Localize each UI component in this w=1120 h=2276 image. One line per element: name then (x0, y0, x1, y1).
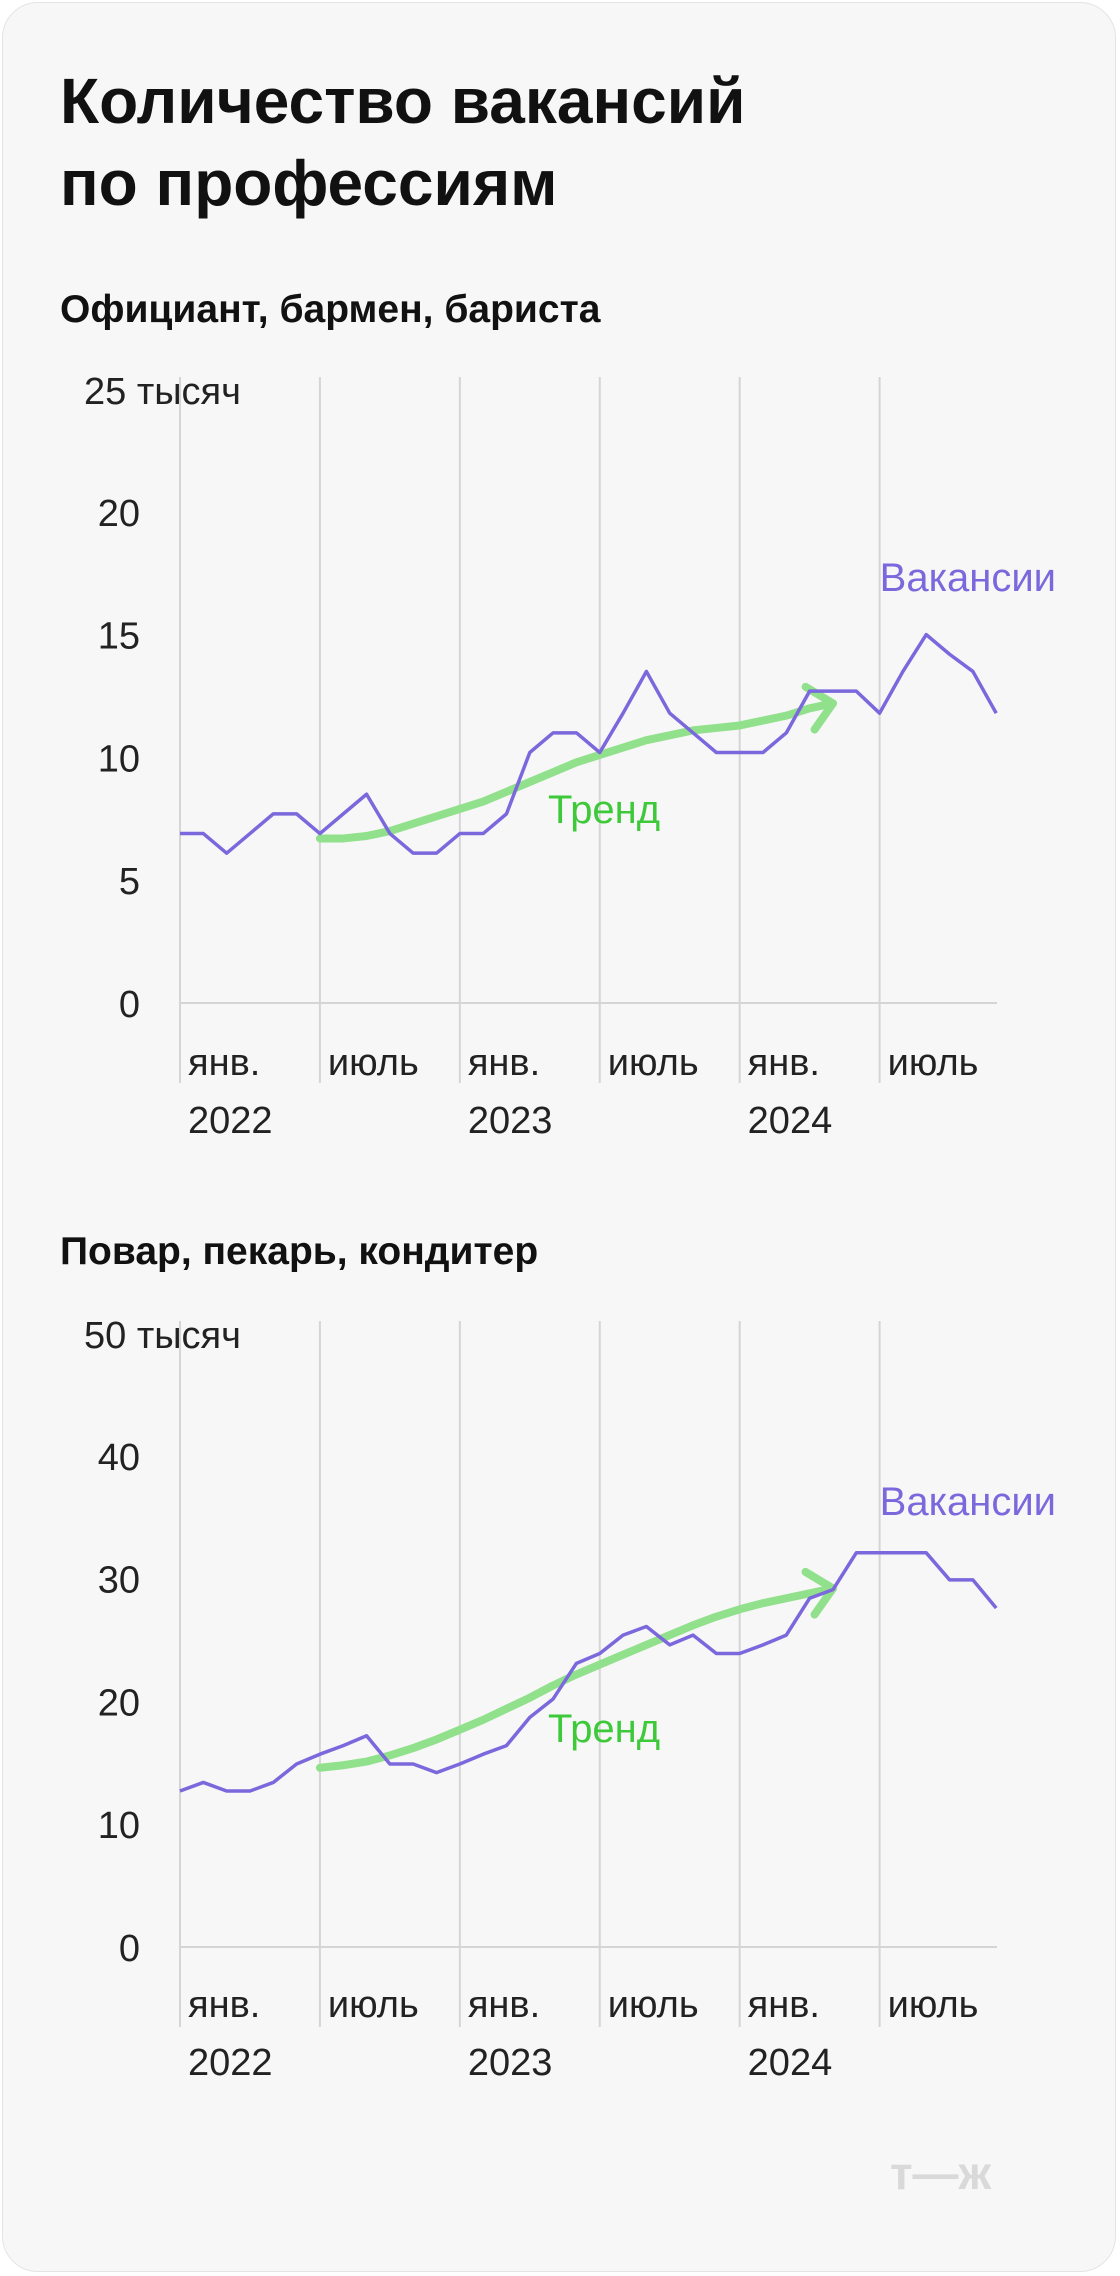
x-tick-month: июль (888, 1984, 979, 2026)
x-tick-month: июль (608, 1042, 699, 1084)
y-tick-label: 30 (98, 1560, 140, 1602)
x-tick-month: янв. (188, 1984, 260, 2026)
brand-logo: т—ж (890, 2147, 992, 2199)
vacancies-line (179, 1551, 998, 1793)
chart-cooks: Повар, пекарь, кондитер 0 10 20 30 40 50 тыся… (60, 1230, 1056, 2084)
y-tick-label: 10 (98, 1805, 140, 1847)
trend-series-label: Тренд (548, 788, 660, 832)
chart-waiters: Официант, бармен, бариста 0 5 10 15 20 25 тыс… (60, 288, 1056, 1142)
x-tick-year: 2023 (468, 2042, 553, 2084)
trend-line (315, 699, 837, 843)
x-tick-year: 2022 (188, 2042, 273, 2084)
y-tick-label: 10 (98, 738, 140, 780)
x-tick-month: июль (328, 1984, 419, 2026)
vacancies-series-label: Вакансии (880, 1480, 1056, 1524)
y-tick-label: 0 (119, 984, 140, 1026)
trend-line (315, 1584, 837, 1772)
y-tick-label: 0 (119, 1928, 140, 1970)
x-tick-year: 2024 (748, 1100, 833, 1142)
x-tick-month: июль (608, 1984, 699, 2026)
y-top-label: 25 тысяч (84, 371, 241, 413)
chart-subtitle: Повар, пекарь, кондитер (60, 1230, 538, 1273)
chart-subtitle: Официант, бармен, бариста (60, 288, 601, 331)
x-tick-month: янв. (188, 1042, 260, 1084)
y-tick-label: 15 (98, 616, 140, 658)
y-top-label: 50 тысяч (84, 1315, 241, 1357)
x-tick-year: 2022 (188, 1100, 273, 1142)
x-tick-year: 2023 (468, 1100, 553, 1142)
x-tick-month: янв. (468, 1984, 540, 2026)
x-tick-month: янв. (748, 1984, 820, 2026)
page-title: Количество вакансий по профессиям (60, 65, 746, 219)
x-tick-year: 2024 (748, 2042, 833, 2084)
x-tick-month: янв. (468, 1042, 540, 1084)
x-tick-month: июль (328, 1042, 419, 1084)
y-tick-label: 40 (98, 1437, 140, 1479)
vacancies-series-label: Вакансии (880, 556, 1056, 600)
trend-series-label: Тренд (548, 1707, 660, 1751)
x-tick-month: янв. (748, 1042, 820, 1084)
x-tick-month: июль (888, 1042, 979, 1084)
y-tick-label: 20 (98, 1682, 140, 1724)
vacancies-line (180, 632, 998, 855)
y-tick-label: 20 (98, 493, 140, 535)
y-tick-label: 5 (119, 861, 140, 903)
